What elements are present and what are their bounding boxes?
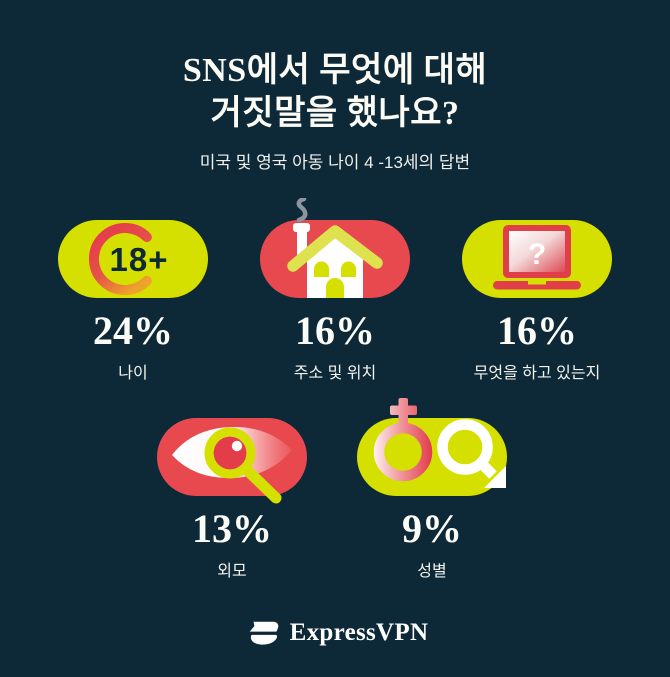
age-ring-arc [88, 223, 152, 295]
pupil-highlight [231, 440, 243, 452]
brand-name: ExpressVPN [289, 619, 429, 646]
eye-magnifier-icon [157, 418, 307, 504]
stat-item-address-location: 16% 주소 및 위치 [230, 198, 440, 383]
house-window [314, 261, 329, 277]
laptop-base [493, 281, 581, 290]
house-window [341, 261, 356, 277]
house-icon [260, 198, 410, 298]
18-plus-ring-icon: 18+ [58, 220, 208, 298]
magnifier-handle [241, 464, 282, 504]
female-symbol-ring [373, 422, 433, 482]
house-body [307, 235, 363, 298]
house-roof [287, 225, 383, 272]
stat-label: 주소 및 위치 [293, 365, 377, 382]
chimney-smoke [296, 198, 308, 223]
female-symbol-cross [390, 405, 417, 415]
laptop-question-icon: ? [462, 220, 612, 298]
male-symbol-arrowhead [484, 466, 506, 488]
title-line-2: 거짓말을 했나요? [210, 94, 460, 132]
stat-item-age: 18+ 24% 나이 [28, 198, 238, 383]
gender-symbols-icon [357, 398, 507, 496]
stat-label: 외모 [217, 563, 247, 580]
title-line-1: SNS에서 무엇에 대해 [182, 52, 488, 89]
laptop-screen [509, 231, 565, 272]
stat-label: 무엇을 하고 있는지 [473, 365, 601, 382]
male-symbol-arrow [476, 458, 497, 479]
house-door [326, 278, 344, 298]
stat-percent: 16% [497, 308, 577, 353]
question-mark-text: ? [528, 238, 546, 271]
stat-item-gender: 9% 성별 [327, 396, 537, 581]
age-badge-text: 18+ [110, 241, 169, 278]
stat-percent: 9% [402, 506, 462, 551]
stat-item-appearance: 13% 외모 [127, 396, 337, 581]
stat-percent: 13% [192, 506, 272, 551]
eye-pupil [213, 436, 247, 470]
expressvpn-logo-icon [249, 621, 278, 645]
stat-item-activity: ? 16% 무엇을 하고 있는지 [432, 198, 642, 383]
male-symbol-ring [437, 419, 493, 475]
magnifier-ring [204, 427, 256, 479]
brand-footer: ExpressVPN [0, 618, 670, 648]
stat-label: 성별 [417, 563, 447, 580]
stat-percent: 16% [295, 308, 375, 353]
page-title: SNS에서 무엇에 대해 거짓말을 했나요? [0, 0, 670, 135]
page-subtitle: 미국 및 영국 아동 나이 4 -13세의 답변 [199, 153, 471, 172]
stat-percent: 24% [93, 308, 173, 353]
stat-label: 나이 [118, 365, 148, 382]
